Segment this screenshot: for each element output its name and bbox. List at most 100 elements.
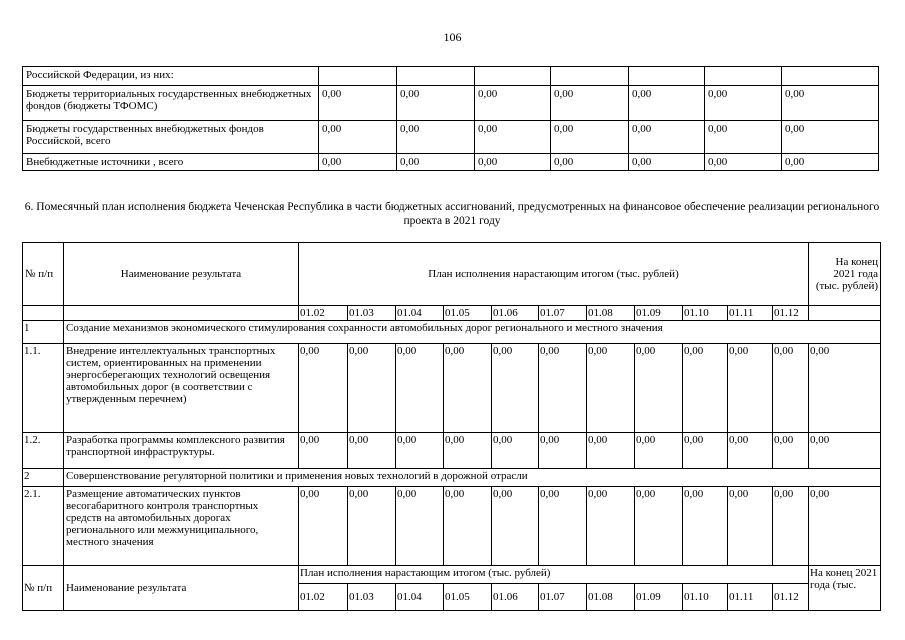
cell-value: 0,00 bbox=[443, 432, 492, 469]
cell-value: 0,00 bbox=[808, 432, 882, 469]
header-plan: План исполнения нарастающим итогом (тыс.… bbox=[297, 242, 810, 306]
table-row: 1.1. Внедрение интеллектуальных транспорт… bbox=[22, 343, 882, 433]
cell-value: 0,00 bbox=[347, 343, 396, 433]
cell-value: 0,00 bbox=[634, 432, 683, 469]
cell-value bbox=[550, 66, 629, 86]
cell-value: 0,00 bbox=[781, 153, 879, 171]
header-name: Наименование результата bbox=[63, 565, 299, 611]
repeat-month-row: 01.02 01.03 01.04 01.05 01.06 01.07 01.08 01.09… bbox=[23, 583, 881, 611]
month-header: 01.09 bbox=[634, 305, 683, 321]
cell-value: 0,00 bbox=[682, 343, 728, 433]
cell-value bbox=[781, 66, 879, 86]
cell-value: 0,00 bbox=[538, 486, 587, 566]
month-header: 01.05 bbox=[443, 305, 492, 321]
row-label: Бюджеты государственных внебюджетных фон… bbox=[22, 120, 319, 154]
cell-value: 0,00 bbox=[395, 343, 444, 433]
month-header: 01.04 bbox=[395, 305, 444, 321]
month-header: 01.09 bbox=[634, 583, 683, 611]
row-number: 2.1. bbox=[22, 486, 64, 566]
cell-value: 0,00 bbox=[682, 486, 728, 566]
cell-value: 0,00 bbox=[586, 486, 635, 566]
repeat-header-row: № п/п Наименование результата План исполне… bbox=[22, 565, 882, 611]
cell-value: 0,00 bbox=[628, 85, 705, 121]
row-name: Внедрение интеллектуальных транспортных … bbox=[63, 343, 299, 433]
header-num: № п/п bbox=[22, 565, 64, 611]
cell-value: 0,00 bbox=[298, 486, 348, 566]
cell-value bbox=[474, 66, 551, 86]
cell-value: 0,00 bbox=[491, 432, 539, 469]
cell-value: 0,00 bbox=[474, 85, 551, 121]
cell-value: 0,00 bbox=[727, 432, 773, 469]
cell-value: 0,00 bbox=[395, 486, 444, 566]
month-header: 01.04 bbox=[395, 583, 444, 611]
header-name: Наименование результата bbox=[63, 242, 299, 306]
header-num: № п/п bbox=[22, 242, 64, 306]
cell-value: 0,00 bbox=[550, 153, 629, 171]
month-header: 01.06 bbox=[491, 305, 539, 321]
monthly-plan-table: № п/п Наименование результата План испол… bbox=[22, 242, 882, 611]
month-header: 01.07 bbox=[538, 583, 587, 611]
month-header: 01.08 bbox=[586, 583, 635, 611]
cell-value bbox=[318, 66, 397, 86]
row-number: 1 bbox=[22, 320, 64, 344]
cell-value: 0,00 bbox=[771, 486, 810, 566]
page-number: 106 bbox=[443, 30, 462, 44]
month-header: 01.03 bbox=[347, 583, 396, 611]
cell-value: 0,00 bbox=[396, 153, 475, 171]
cell-value: 0,00 bbox=[396, 85, 475, 121]
table-row: Российской Федерации, из них: bbox=[22, 66, 879, 86]
header-plan: План исполнения нарастающим итогом (тыс.… bbox=[297, 565, 810, 584]
cell-value: 0,00 bbox=[704, 153, 782, 171]
cell-value: 0,00 bbox=[474, 120, 551, 154]
row-name: Совершенствование регуляторной политики … bbox=[62, 468, 882, 487]
month-header: 01.10 bbox=[682, 305, 728, 321]
cell-value: 0,00 bbox=[395, 432, 444, 469]
cell-value: 0,00 bbox=[318, 120, 397, 154]
row-name: Создание механизмов экономического стиму… bbox=[62, 320, 882, 344]
cell-value: 0,00 bbox=[318, 85, 397, 121]
cell-value: 0,00 bbox=[586, 343, 635, 433]
cell-value: 0,00 bbox=[298, 343, 348, 433]
row-name: Разработка программы комплексного развит… bbox=[63, 432, 299, 469]
cell-value: 0,00 bbox=[727, 486, 773, 566]
cell-value: 0,00 bbox=[491, 343, 539, 433]
cell-value: 0,00 bbox=[396, 120, 475, 154]
cell-value: 0,00 bbox=[781, 120, 879, 154]
cell-value: 0,00 bbox=[682, 432, 728, 469]
cell-value: 0,00 bbox=[808, 343, 882, 433]
row-number: 1.1. bbox=[22, 343, 64, 433]
cell-value: 0,00 bbox=[704, 120, 782, 154]
cell-value: 0,00 bbox=[634, 486, 683, 566]
cell-value: 0,00 bbox=[347, 486, 396, 566]
cell-value: 0,00 bbox=[704, 85, 782, 121]
cell-value: 0,00 bbox=[491, 486, 539, 566]
month-header: 01.02 bbox=[298, 583, 348, 611]
month-header: 01.11 bbox=[727, 583, 773, 611]
month-header: 01.12 bbox=[771, 583, 810, 611]
month-header: 01.02 bbox=[298, 305, 348, 321]
month-header: 01.12 bbox=[771, 305, 810, 321]
cell-value: 0,00 bbox=[550, 120, 629, 154]
cell-value bbox=[704, 66, 782, 86]
cell-value bbox=[396, 66, 475, 86]
cell-value: 0,00 bbox=[634, 343, 683, 433]
sources-table: Российской Федерации, из них: Бюджеты тер… bbox=[22, 66, 879, 171]
group-row: 1 Создание механизмов экономического стим… bbox=[22, 320, 882, 344]
cell-value: 0,00 bbox=[771, 343, 810, 433]
table-row: 2.1. Размещение автоматических пунктов ве… bbox=[22, 486, 882, 566]
cell-value: 0,00 bbox=[781, 85, 879, 121]
month-header: 01.11 bbox=[727, 305, 773, 321]
month-header: 01.08 bbox=[586, 305, 635, 321]
cell-value: 0,00 bbox=[474, 153, 551, 171]
cell-value: 0,00 bbox=[443, 343, 492, 433]
month-header: 01.03 bbox=[347, 305, 396, 321]
month-header: 01.06 bbox=[491, 583, 539, 611]
cell-value: 0,00 bbox=[628, 120, 705, 154]
group-row: 2 Совершенствование регуляторной политики… bbox=[22, 468, 882, 487]
table-row: Внебюджетные источники , всего 0,00 0,00 0,… bbox=[22, 153, 879, 171]
table-row: Бюджеты государственных внебюджетных фон… bbox=[22, 120, 879, 154]
month-header: 01.10 bbox=[682, 583, 728, 611]
cell-value: 0,00 bbox=[538, 432, 587, 469]
header-end: На конец 2021 года (тыс. bbox=[808, 565, 882, 611]
table-row: Бюджеты территориальных государственных … bbox=[22, 85, 879, 121]
